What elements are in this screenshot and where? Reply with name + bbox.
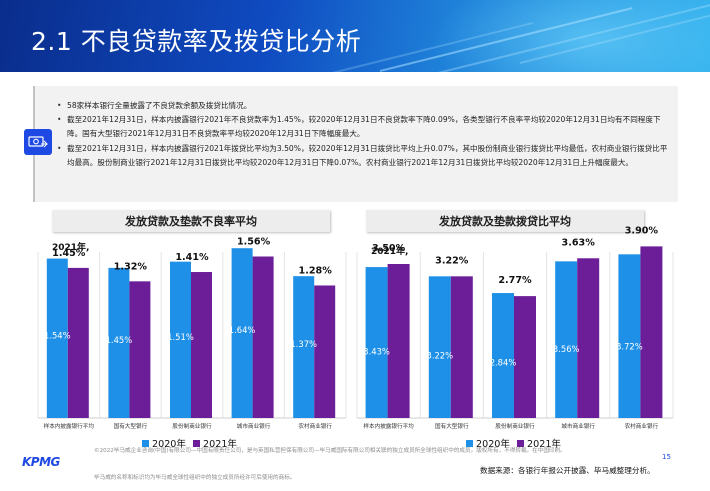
- npl-year-label: 2021年,: [52, 243, 90, 253]
- legend-item-2021: 2021年: [517, 436, 561, 450]
- data-label-2020: 1.51%: [167, 332, 194, 342]
- legend-item-2020: 2020年: [142, 436, 186, 450]
- bar-2021: [67, 267, 89, 418]
- category-label: 国有大型银行: [435, 422, 469, 430]
- summary-bullet: 58家样本银行全量披露了不良贷款余额及拨贷比情况。: [55, 99, 671, 113]
- bar-2021: [640, 246, 663, 418]
- data-label-2020: 3.22%: [426, 350, 453, 360]
- legend-item-2021: 2021年: [193, 436, 237, 450]
- bar-2021: [387, 264, 410, 418]
- summary-bullet: 截至2021年12月31日，样本内披露银行2021年拨贷比平均为3.50%，较2…: [55, 142, 671, 170]
- npl-chart-title: 发放贷款及垫款不良率平均: [52, 210, 330, 232]
- data-label-2021: 2.77%: [498, 275, 532, 286]
- bar-2021: [577, 258, 600, 418]
- bar-2021: [191, 272, 212, 418]
- data-label-2021: 3.63%: [562, 237, 596, 248]
- summary-bullet: 截至2021年12月31日，样本内披露银行2021年不良贷款率为1.45%，较2…: [55, 113, 671, 141]
- data-label-2021: 3.50%: [372, 243, 406, 254]
- data-label-2020: 3.72%: [616, 341, 643, 351]
- data-label-2020: 2.84%: [490, 358, 517, 368]
- category-label: 国有大型银行: [114, 422, 148, 430]
- data-label-2020: 1.54%: [44, 330, 71, 340]
- bar-2021: [450, 276, 473, 418]
- provision-year-label: 2021年,: [371, 247, 409, 257]
- bar-2020: [492, 293, 514, 418]
- data-label-2021: 1.41%: [175, 252, 209, 263]
- money-icon: [24, 129, 52, 155]
- data-label-2020: 1.64%: [229, 325, 256, 335]
- data-label-2021: 3.90%: [625, 225, 659, 236]
- bar-2021: [129, 281, 151, 418]
- provision-legend: 2020年 2021年: [466, 436, 568, 450]
- category-label: 农村商业银行: [625, 422, 659, 430]
- data-label-2021: 1.28%: [299, 265, 333, 276]
- data-label-2021: 1.32%: [114, 261, 148, 272]
- provision-chart-title: 发放贷款及垫款拨贷比平均: [366, 210, 644, 232]
- data-source: 数据来源：各银行年报公开披露、毕马威整理分析。: [480, 466, 655, 475]
- legend-item-2020: 2020年: [466, 436, 510, 450]
- trademark-text: 毕马威的名称和标识均为毕马威全球性组织中的独立成员所经许可后使用的商标。: [94, 475, 296, 481]
- npl-bar-chart: 1.54% 1.45% 样本内披露银行平均 1.45% 1.32% 国有大型银行 1.51%…: [37, 236, 347, 430]
- provision-bar-chart: 3.43% 3.50% 样本内披露银行平均 3.22% 3.22% 国有大型银行 2.84%…: [356, 225, 674, 430]
- bar-2020: [170, 261, 191, 418]
- data-label-2021: 3.22%: [435, 255, 469, 266]
- page-title: 2.1 不良贷款率及拨贷比分析: [31, 27, 362, 56]
- bar-2021: [514, 296, 536, 418]
- bar-2020: [293, 276, 315, 418]
- summary-bullets: 58家样本银行全量披露了不良贷款余额及拨贷比情况。 截至2021年12月31日，…: [55, 99, 671, 170]
- category-label: 样本内披露银行平均: [363, 422, 414, 430]
- bar-2020: [618, 254, 641, 418]
- category-label: 农村商业银行: [298, 422, 332, 430]
- bar-2020: [108, 267, 130, 418]
- data-label-2020: 3.56%: [553, 344, 580, 354]
- bar-2021: [252, 256, 274, 418]
- data-label-2020: 1.45%: [106, 335, 133, 345]
- bar-2020: [555, 261, 578, 418]
- bar-2020: [428, 276, 451, 418]
- bar-2021: [314, 285, 336, 418]
- category-label: 城市商业银行: [561, 422, 595, 430]
- category-label: 股份制商业银行: [172, 422, 212, 430]
- category-label: 样本内披露银行平均: [44, 422, 95, 430]
- header-banner: [0, 0, 710, 72]
- category-label: 股份制商业银行: [495, 422, 535, 430]
- page-number: 15: [662, 453, 671, 461]
- bar-2020: [365, 267, 388, 418]
- bar-2020: [46, 258, 68, 418]
- npl-legend: 2020年 2021年: [142, 436, 244, 450]
- data-label-2021: 1.56%: [237, 236, 271, 247]
- bar-2020: [231, 248, 253, 418]
- data-label-2020: 3.43%: [363, 347, 390, 357]
- category-label: 城市商业银行: [237, 422, 271, 430]
- data-label-2020: 1.37%: [290, 339, 317, 349]
- data-label-2021: 1.45%: [52, 248, 86, 259]
- legal-text: ©2022毕马威企业咨询(中国)有限公司—中国有限责任公司，是与英国私营担保有限…: [94, 448, 566, 454]
- kpmg-logo: KPMG: [22, 455, 60, 469]
